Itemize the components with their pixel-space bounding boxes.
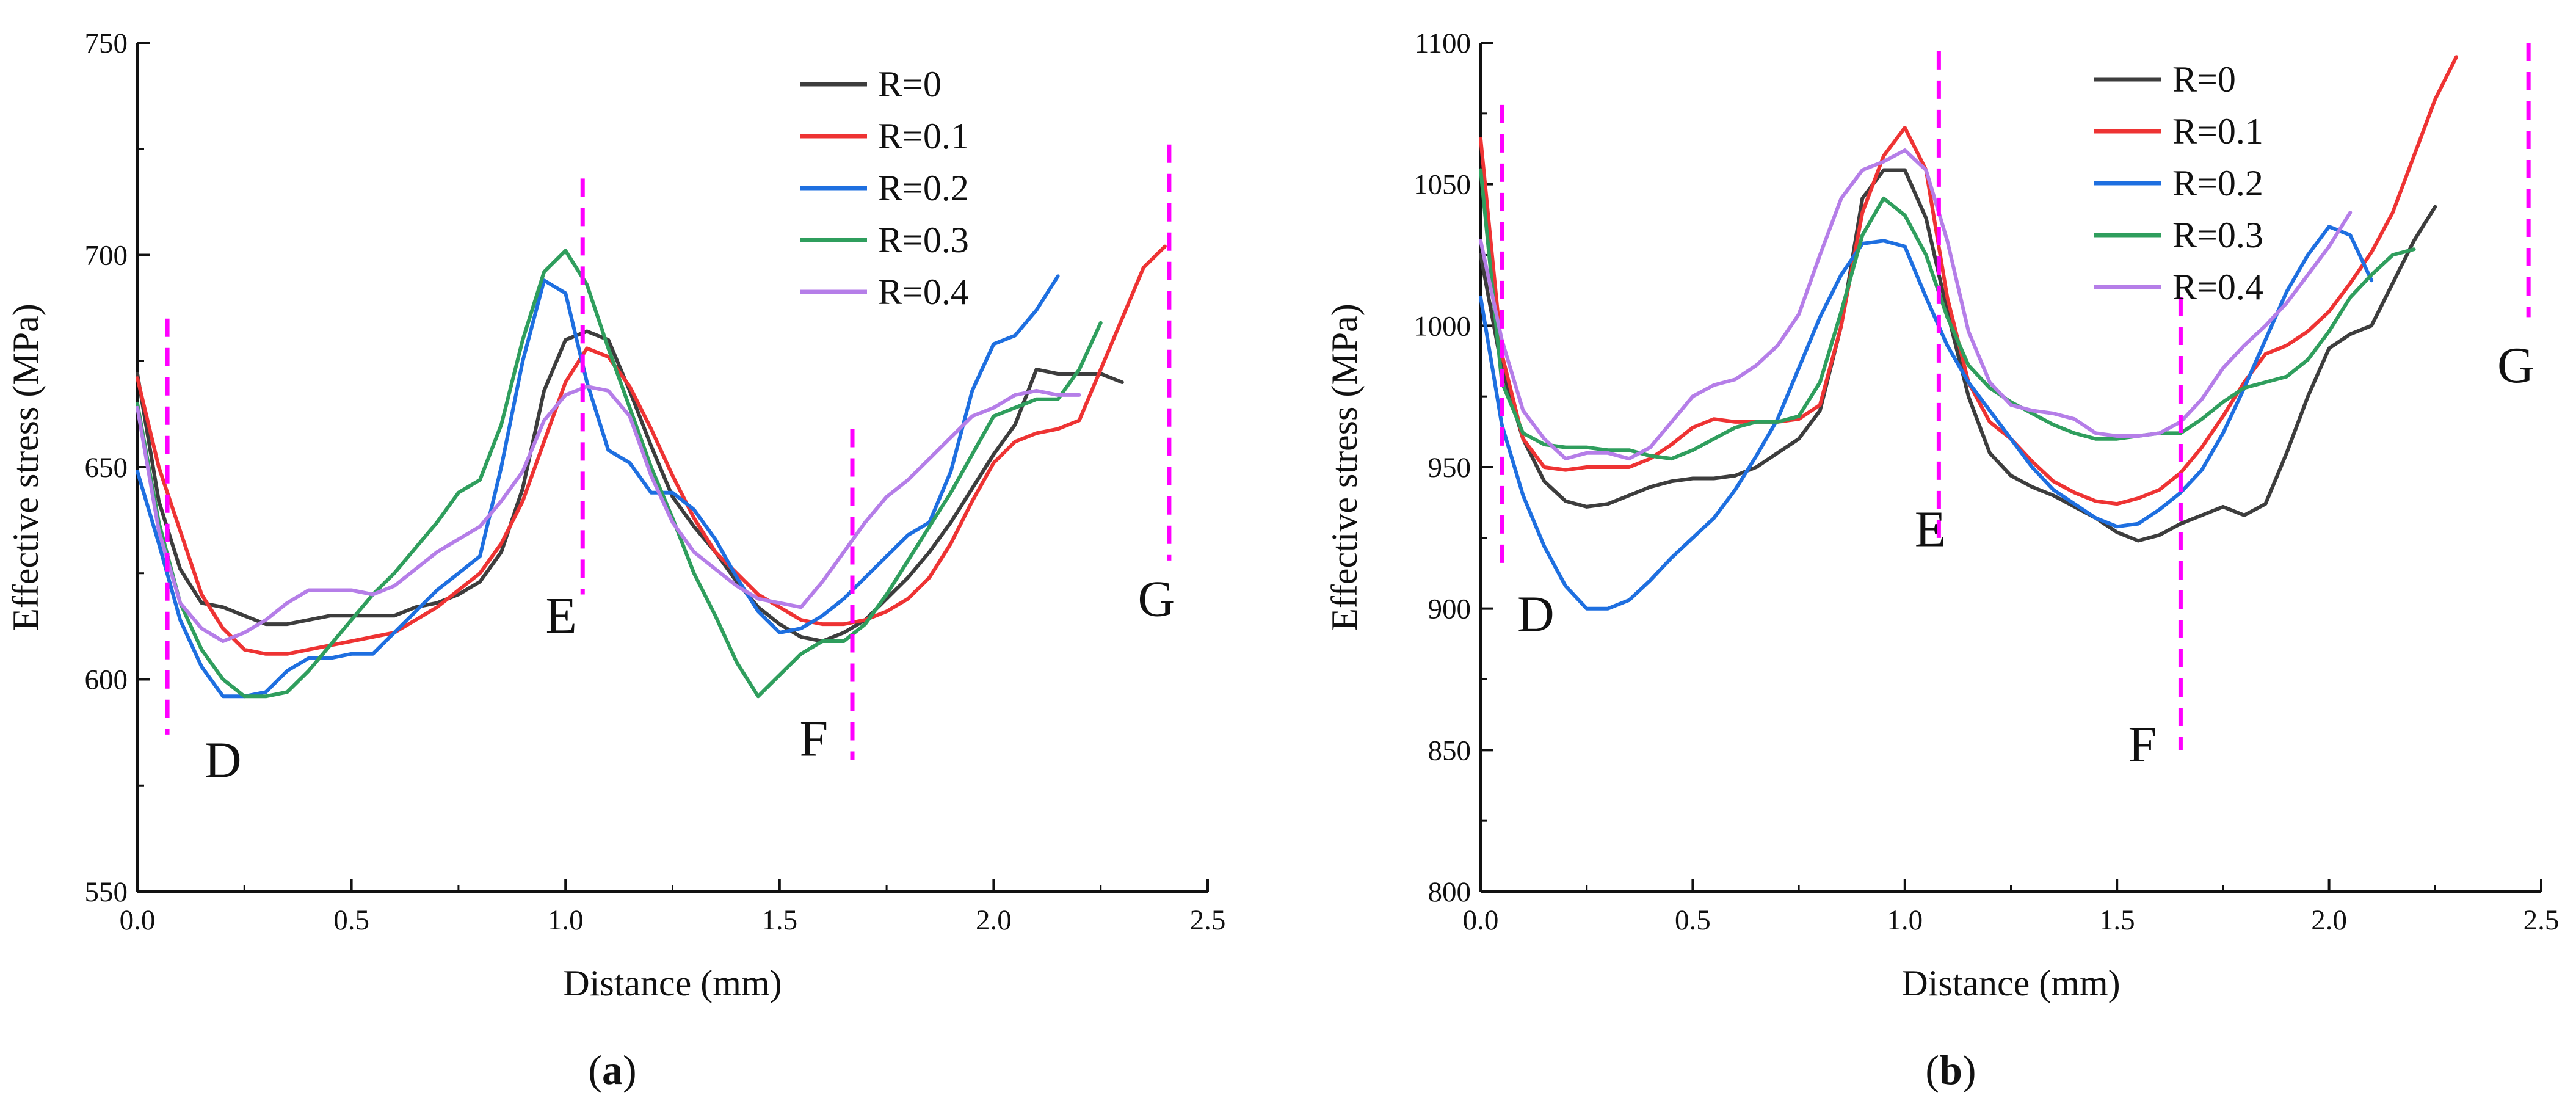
legend-label: R=0.1 xyxy=(878,116,969,156)
y-tick-label: 750 xyxy=(85,27,128,59)
y-tick-label: 800 xyxy=(1428,876,1471,908)
x-tick-label: 1.0 xyxy=(1887,904,1923,936)
x-tick-label: 0.0 xyxy=(1463,904,1499,936)
y-tick-label: 700 xyxy=(85,240,128,272)
y-tick-label: 650 xyxy=(85,452,128,484)
marker-label-D: D xyxy=(205,732,242,788)
legend-label: R=0.2 xyxy=(878,168,969,208)
x-tick-label: 1.5 xyxy=(2099,904,2135,936)
series-line-R-0_4 xyxy=(1479,148,2353,461)
y-tick-label: 1000 xyxy=(1413,310,1471,342)
series-line-R-0_3 xyxy=(136,249,1103,699)
legend-label: R=0.1 xyxy=(2172,111,2263,151)
marker-label-G: G xyxy=(2497,337,2534,394)
panel-label-part: ( xyxy=(588,1047,602,1093)
x-axis-title: Distance (mm) xyxy=(1901,963,2120,1003)
y-tick-label: 600 xyxy=(85,664,128,696)
x-axis-title: Distance (mm) xyxy=(563,963,782,1003)
x-tick-label: 2.5 xyxy=(1190,904,1226,936)
marker-label-E: E xyxy=(546,587,577,644)
x-tick-label: 2.0 xyxy=(976,904,1012,936)
series-line-R-0 xyxy=(136,329,1124,643)
marker-label-F: F xyxy=(2128,716,2157,773)
series-line-R-0_2 xyxy=(1479,225,2374,611)
panel-label-part: a xyxy=(602,1047,623,1093)
x-tick-label: 1.0 xyxy=(548,904,584,936)
x-tick-label: 0.5 xyxy=(1675,904,1711,936)
panel-b-chart: 0.0 0.5 1.0 1.5 2.0 2.5 800 850 900 950 1000 1050 11… xyxy=(1324,27,2559,1093)
y-axis-title: Effective stress (MPa) xyxy=(1324,303,1365,630)
x-tick-label: 1.5 xyxy=(761,904,797,936)
panel-label-part: ) xyxy=(623,1047,637,1093)
y-tick-label: 850 xyxy=(1428,735,1471,766)
x-tick-label: 2.0 xyxy=(2311,904,2347,936)
marker-label-F: F xyxy=(800,711,829,768)
series-line-R-0_1 xyxy=(136,244,1167,656)
panel-label: (b) xyxy=(1925,1047,1976,1093)
series-line-R-0_2 xyxy=(136,274,1060,699)
series-line-R-0 xyxy=(1479,168,2437,543)
x-tick-label: 2.5 xyxy=(2523,904,2560,936)
panel-label-part: ( xyxy=(1925,1047,1939,1093)
marker-label-G: G xyxy=(1138,570,1175,627)
legend-label: R=0.3 xyxy=(2172,215,2263,255)
x-tick-label: 0.5 xyxy=(333,904,369,936)
panel-a-chart: 0.0 0.5 1.0 1.5 2.0 2.5 550 600 650 700 750 Distanc… xyxy=(5,27,1225,1093)
series-line-R-0_1 xyxy=(1479,55,2458,506)
panel-label-part: b xyxy=(1939,1047,1962,1093)
series-line-R-0_3 xyxy=(1479,168,2416,461)
series-line-R-0_4 xyxy=(136,385,1081,643)
legend-label: R=0 xyxy=(878,64,942,104)
marker-label-E: E xyxy=(1915,501,1946,558)
y-tick-label: 1050 xyxy=(1413,169,1471,201)
y-axis-title: Effective stress (MPa) xyxy=(5,303,46,630)
legend-label: R=0.2 xyxy=(2172,163,2263,203)
legend-label: R=0.3 xyxy=(878,220,969,260)
y-tick-label: 1100 xyxy=(1415,27,1471,59)
panel-label-part: ) xyxy=(1962,1047,1976,1093)
panel-label: (a) xyxy=(588,1047,636,1093)
marker-label-D: D xyxy=(1517,586,1555,643)
y-tick-label: 900 xyxy=(1428,594,1471,625)
x-tick-label: 0.0 xyxy=(120,904,156,936)
y-tick-label: 550 xyxy=(85,876,128,908)
legend-label: R=0.4 xyxy=(878,272,969,312)
y-tick-label: 950 xyxy=(1428,452,1471,484)
legend-label: R=0 xyxy=(2172,59,2236,100)
legend-label: R=0.4 xyxy=(2172,267,2263,307)
